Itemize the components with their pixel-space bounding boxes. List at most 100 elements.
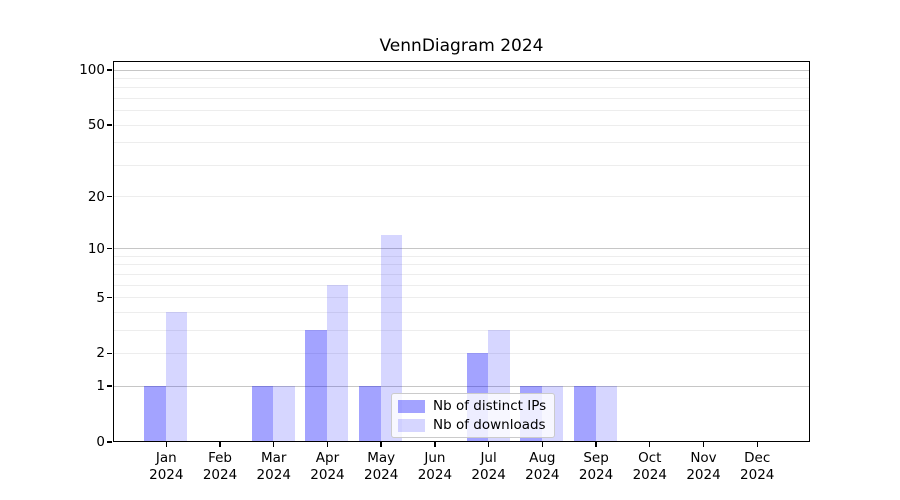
x-tick-mark: [434, 442, 436, 447]
bar-nb-of-distinct-ips-may: [359, 385, 381, 442]
x-tick-month: Oct: [638, 450, 662, 466]
x-tick-year: 2024: [471, 467, 506, 483]
gridline-minor: [114, 297, 809, 299]
gridline-minor: [114, 77, 809, 79]
x-tick-mark: [649, 442, 651, 447]
legend-box: Nb of distinct IPs Nb of downloads: [391, 393, 556, 438]
gridline-minor: [114, 87, 809, 89]
gridline-major: [114, 385, 809, 387]
x-tick-label-jul: Jul 2024: [461, 450, 517, 484]
x-tick-month: Feb: [208, 450, 232, 466]
x-tick-year: 2024: [578, 467, 614, 483]
y-tick-mark: [107, 441, 112, 443]
x-tick-label-oct: Oct 2024: [622, 450, 678, 484]
legend-entry-distinct-ips: Nb of distinct IPs: [398, 398, 546, 414]
x-tick-mark: [756, 442, 758, 447]
gridline-minor: [114, 311, 809, 313]
x-tick-mark: [487, 442, 490, 447]
bar-nb-of-downloads-apr: [326, 284, 349, 442]
x-tick-month: Aug: [529, 450, 556, 466]
legend-label-distinct-ips: Nb of distinct IPs: [433, 398, 547, 414]
gridline-minor: [114, 196, 809, 198]
x-tick-year: 2024: [740, 467, 775, 483]
x-tick-label-jan: Jan 2024: [138, 450, 194, 484]
gridline-minor: [114, 110, 809, 112]
y-tick-label: 2: [96, 345, 105, 362]
x-tick-label-jun: Jun 2024: [407, 450, 463, 484]
y-tick-mark: [107, 124, 112, 126]
x-tick-label-aug: Aug 2024: [514, 450, 570, 484]
y-tick-label: 20: [87, 188, 105, 205]
gridline-minor: [114, 124, 809, 126]
x-tick-year: 2024: [363, 467, 399, 483]
y-tick-label: 50: [87, 117, 105, 134]
gridline-major: [114, 69, 809, 71]
x-tick-month: Dec: [744, 450, 771, 466]
y-tick-mark: [107, 195, 112, 198]
legend-swatch-distinct-ips: [398, 399, 425, 413]
x-tick-label-dec: Dec 2024: [729, 450, 785, 484]
bar-nb-of-distinct-ips-mar: [251, 385, 274, 442]
x-tick-mark: [595, 442, 597, 447]
x-tick-label-apr: Apr 2024: [299, 450, 355, 484]
gridline-minor: [114, 264, 809, 266]
y-tick-label: 1: [96, 378, 105, 395]
chart-title: VennDiagram 2024: [379, 36, 544, 56]
gridline-minor: [114, 255, 809, 257]
y-tick-mark: [107, 296, 112, 299]
y-tick-mark: [107, 352, 112, 355]
bar-nb-of-distinct-ips-apr: [305, 329, 327, 442]
gridline-minor: [114, 164, 809, 166]
x-tick-label-feb: Feb 2024: [192, 450, 248, 484]
gridline-minor: [114, 273, 809, 275]
x-tick-year: 2024: [256, 467, 291, 483]
bar-nb-of-distinct-ips-jan: [144, 385, 166, 442]
y-tick-label: 0: [96, 434, 105, 450]
x-tick-month: Apr: [315, 450, 340, 466]
x-tick-month: Nov: [690, 450, 717, 466]
x-tick-mark: [219, 442, 221, 447]
gridline-major: [114, 248, 809, 250]
x-tick-year: 2024: [632, 467, 667, 483]
y-tick-mark: [107, 69, 112, 71]
gridline-minor: [114, 329, 809, 331]
x-tick-month: May: [367, 450, 396, 466]
x-tick-label-may: May 2024: [353, 450, 409, 484]
legend-entry-downloads: Nb of downloads: [398, 417, 546, 433]
bar-nb-of-downloads-jan: [165, 311, 188, 442]
x-tick-month: Sep: [583, 450, 609, 466]
x-tick-year: 2024: [310, 467, 345, 483]
y-tick-label: 5: [96, 289, 105, 306]
gridline-minor: [114, 352, 809, 354]
gridline-minor: [114, 142, 809, 144]
y-tick-mark: [107, 248, 112, 250]
x-tick-month: Jan: [155, 450, 177, 466]
x-tick-year: 2024: [202, 467, 238, 483]
x-tick-year: 2024: [686, 467, 721, 483]
legend-swatch-downloads: [398, 418, 425, 432]
x-tick-mark: [702, 442, 705, 447]
y-tick-label: 10: [87, 240, 105, 257]
x-tick-label-sep: Sep 2024: [568, 450, 624, 484]
plot-area: [113, 61, 810, 442]
bar-nb-of-downloads-sep: [595, 385, 618, 442]
x-tick-mark: [165, 442, 167, 447]
gridline-minor: [114, 97, 809, 99]
x-tick-month: Mar: [260, 450, 287, 466]
x-tick-month: Jun: [424, 450, 446, 466]
x-tick-month: Jul: [480, 450, 497, 466]
x-tick-year: 2024: [417, 467, 453, 483]
bar-nb-of-downloads-mar: [273, 385, 295, 442]
x-tick-label-nov: Nov 2024: [676, 450, 732, 484]
y-tick-mark: [107, 385, 112, 387]
x-tick-mark: [380, 442, 382, 447]
legend-label-downloads: Nb of downloads: [433, 417, 546, 433]
y-tick-label: 100: [79, 62, 105, 78]
x-tick-year: 2024: [525, 467, 560, 483]
bar-nb-of-downloads-may: [380, 234, 403, 442]
x-tick-label-mar: Mar 2024: [246, 450, 302, 484]
gridline-minor: [114, 284, 809, 286]
x-tick-mark: [326, 442, 329, 447]
x-tick-mark: [273, 442, 275, 447]
